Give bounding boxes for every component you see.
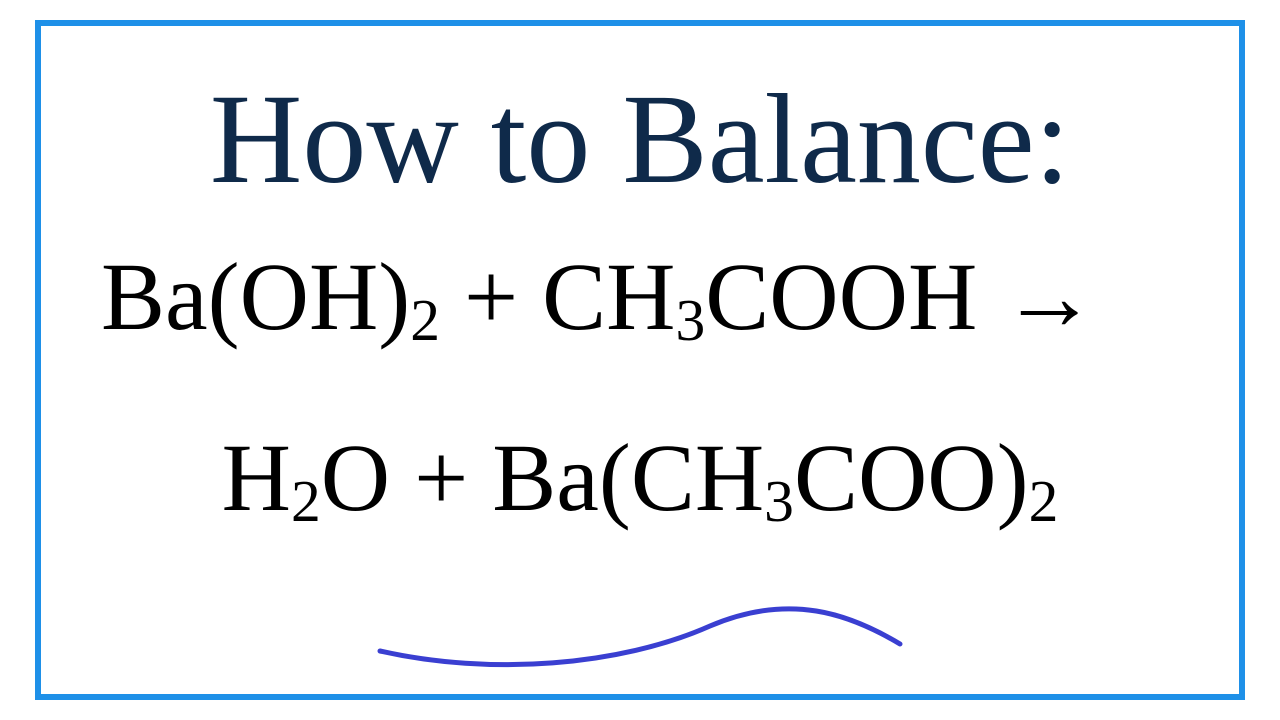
page-title: How to Balance: [101, 66, 1179, 213]
equation-products-line: H2O + Ba(CH3COO)2 [101, 422, 1179, 533]
plus-sign: + [464, 241, 518, 352]
reactant-1: Ba(OH)2 [101, 241, 440, 352]
product-2: Ba(CH3COO)2 [492, 422, 1058, 533]
equation-reactants-line: Ba(OH)2 + CH3COOH → [101, 241, 1179, 352]
reactant-2: CH3COOH [542, 241, 977, 352]
underline-swoosh-icon [370, 596, 910, 676]
product-1: H2O [222, 422, 390, 533]
reaction-arrow: → [1001, 241, 1097, 352]
plus-sign: + [414, 422, 468, 533]
swoosh-path [380, 609, 900, 665]
content-frame: How to Balance: Ba(OH)2 + CH3COOH → H2O … [35, 20, 1245, 700]
